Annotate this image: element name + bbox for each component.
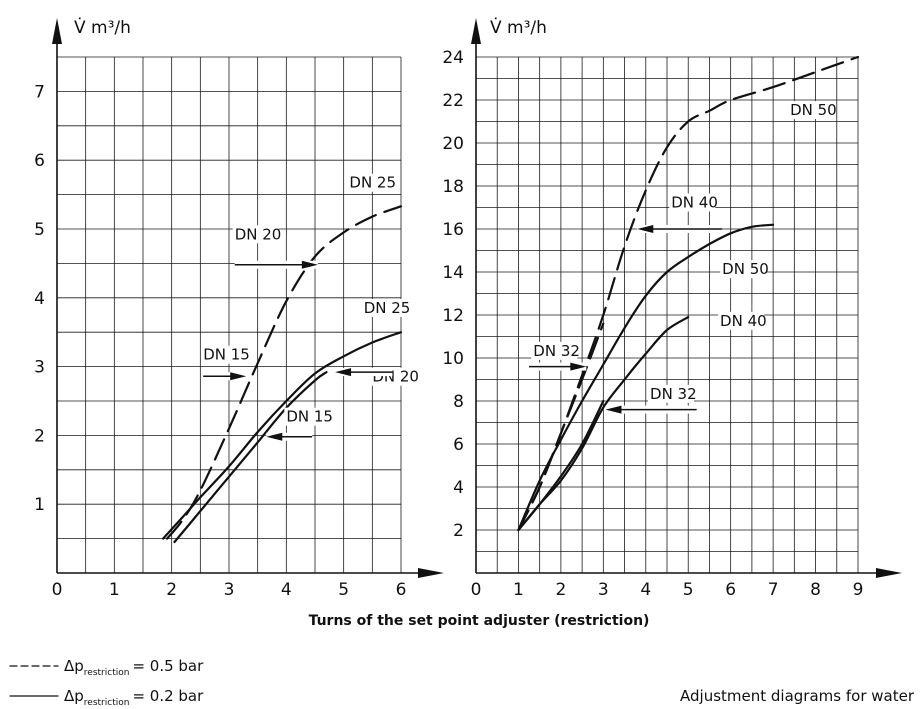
annotation: DN 15 — [266, 407, 333, 441]
x-tick-label: 2 — [166, 580, 177, 600]
legend-item-solid: Δprestriction = 0.2 bar — [64, 687, 204, 708]
annotation-label: DN 25 — [349, 174, 396, 192]
annotation-label: DN 50 — [790, 101, 837, 119]
x-axis-arrow — [418, 568, 444, 578]
grid — [56, 56, 402, 574]
y-tick-label: 6 — [34, 151, 45, 171]
series-curve-dashed — [517, 322, 605, 532]
x-axis-title: Turns of the set point adjuster (restric… — [309, 613, 650, 629]
annotation: DN 50 — [788, 101, 837, 120]
annotation-label: DN 40 — [720, 312, 767, 330]
y-tick-label: 7 — [34, 82, 45, 102]
y-tick-label: 2 — [453, 521, 464, 541]
y-tick-label: 4 — [453, 478, 464, 498]
series-curve-solid — [517, 223, 775, 532]
legend-item-dashed: Δprestriction = 0.5 bar — [64, 657, 204, 678]
annotation: DN 32 — [529, 341, 587, 371]
series-curve-solid — [173, 371, 328, 544]
annotation-label: DN 32 — [650, 385, 697, 403]
annotation-arrowhead — [637, 225, 654, 233]
annotation-background — [720, 260, 767, 279]
annotation-background — [361, 298, 408, 317]
annotation: DN 32 — [605, 384, 697, 414]
y-axis-arrow — [52, 18, 62, 44]
annotation-label: DN 15 — [286, 408, 333, 426]
annotation-arrowhead — [570, 362, 587, 371]
annotation-arrowhead — [335, 368, 352, 377]
y-axis-label: V̇ m³/h — [490, 17, 547, 38]
annotation: DN 40 — [637, 193, 723, 233]
x-tick-label: 5 — [338, 580, 349, 600]
x-tick-label: 6 — [725, 580, 736, 600]
annotation-background — [718, 311, 765, 330]
x-tick-label: 4 — [281, 580, 292, 600]
y-tick-label: 5 — [34, 220, 45, 240]
y-tick-label: 24 — [442, 48, 464, 68]
y-tick-label: 10 — [442, 349, 464, 369]
y-tick-label: 8 — [453, 392, 464, 412]
annotation-background — [788, 101, 835, 120]
x-tick-label: 0 — [52, 580, 63, 600]
x-tick-label: 5 — [683, 580, 694, 600]
annotation-label: DN 50 — [722, 260, 769, 278]
y-tick-label: 16 — [442, 220, 464, 240]
y-tick-label: 1 — [34, 495, 45, 515]
annotation-background — [232, 225, 279, 244]
legend: Δprestriction = 0.5 bar Δprestriction = 0.… — [9, 657, 204, 708]
y-tick-label: 4 — [34, 289, 45, 309]
x-tick-label: 1 — [513, 580, 524, 600]
y-axis-label: V̇ m³/h — [74, 17, 131, 38]
x-tick-label: 1 — [109, 580, 120, 600]
y-tick-label: 20 — [442, 134, 464, 154]
annotation-label: DN 32 — [533, 342, 580, 360]
x-axis-arrow — [876, 568, 902, 578]
x-tick-label: 2 — [555, 580, 566, 600]
annotation-background — [648, 384, 695, 403]
x-tick-label: 3 — [224, 580, 235, 600]
x-tick-label: 3 — [598, 580, 609, 600]
annotation: DN 20 — [232, 225, 318, 269]
x-tick-label: 0 — [471, 580, 482, 600]
annotation-arrowhead — [605, 405, 622, 414]
annotation-arrowhead — [301, 260, 318, 269]
y-axis-arrow — [471, 18, 481, 44]
left-chart: V̇ m³/h 0 1 2 3 4 5 6 1 2 3 4 5 6 7 DN 25 DN 20 DN 25 DN 1… — [34, 17, 444, 600]
x-tick-label: 9 — [853, 580, 864, 600]
annotation-label: DN 40 — [671, 194, 718, 212]
annotation: DN 20 — [335, 367, 419, 386]
y-tick-label: 18 — [442, 177, 464, 197]
annotation-background — [531, 341, 578, 360]
annotation: DN 25 — [361, 298, 411, 317]
y-tick-label: 22 — [442, 91, 464, 111]
annotation: DN 50 — [720, 260, 769, 279]
y-tick-label: 3 — [34, 358, 45, 378]
annotation-arrowhead — [230, 372, 247, 381]
annotation: DN 40 — [718, 311, 767, 330]
annotation-background — [201, 345, 248, 364]
annotation: DN 25 — [347, 173, 396, 192]
x-tick-label: 8 — [810, 580, 821, 600]
annotation: DN 15 — [201, 345, 250, 381]
x-tick-label: 4 — [640, 580, 651, 600]
annotation-background — [347, 173, 394, 192]
y-tick-label: 12 — [442, 306, 464, 326]
y-tick-label: 6 — [453, 435, 464, 455]
annotation-label: DN 20 — [235, 225, 282, 243]
x-tick-label: 7 — [768, 580, 779, 600]
annotation-label: DN 25 — [364, 299, 411, 317]
series-curve-solid — [162, 331, 403, 540]
y-tick-label: 2 — [34, 426, 45, 446]
annotation-arrowhead — [266, 432, 283, 441]
annotation-background — [284, 407, 331, 426]
figure-caption: Adjustment diagrams for water — [680, 687, 915, 705]
annotation-background — [669, 193, 716, 212]
y-tick-label: 14 — [442, 263, 464, 283]
x-tick-label: 6 — [396, 580, 407, 600]
series-curve-solid — [517, 399, 605, 532]
right-chart: V̇ m³/h0 1 2 3 4 5 6 7 8 924681012141618202224DN … — [442, 17, 902, 600]
annotation-label: DN 15 — [203, 346, 250, 364]
